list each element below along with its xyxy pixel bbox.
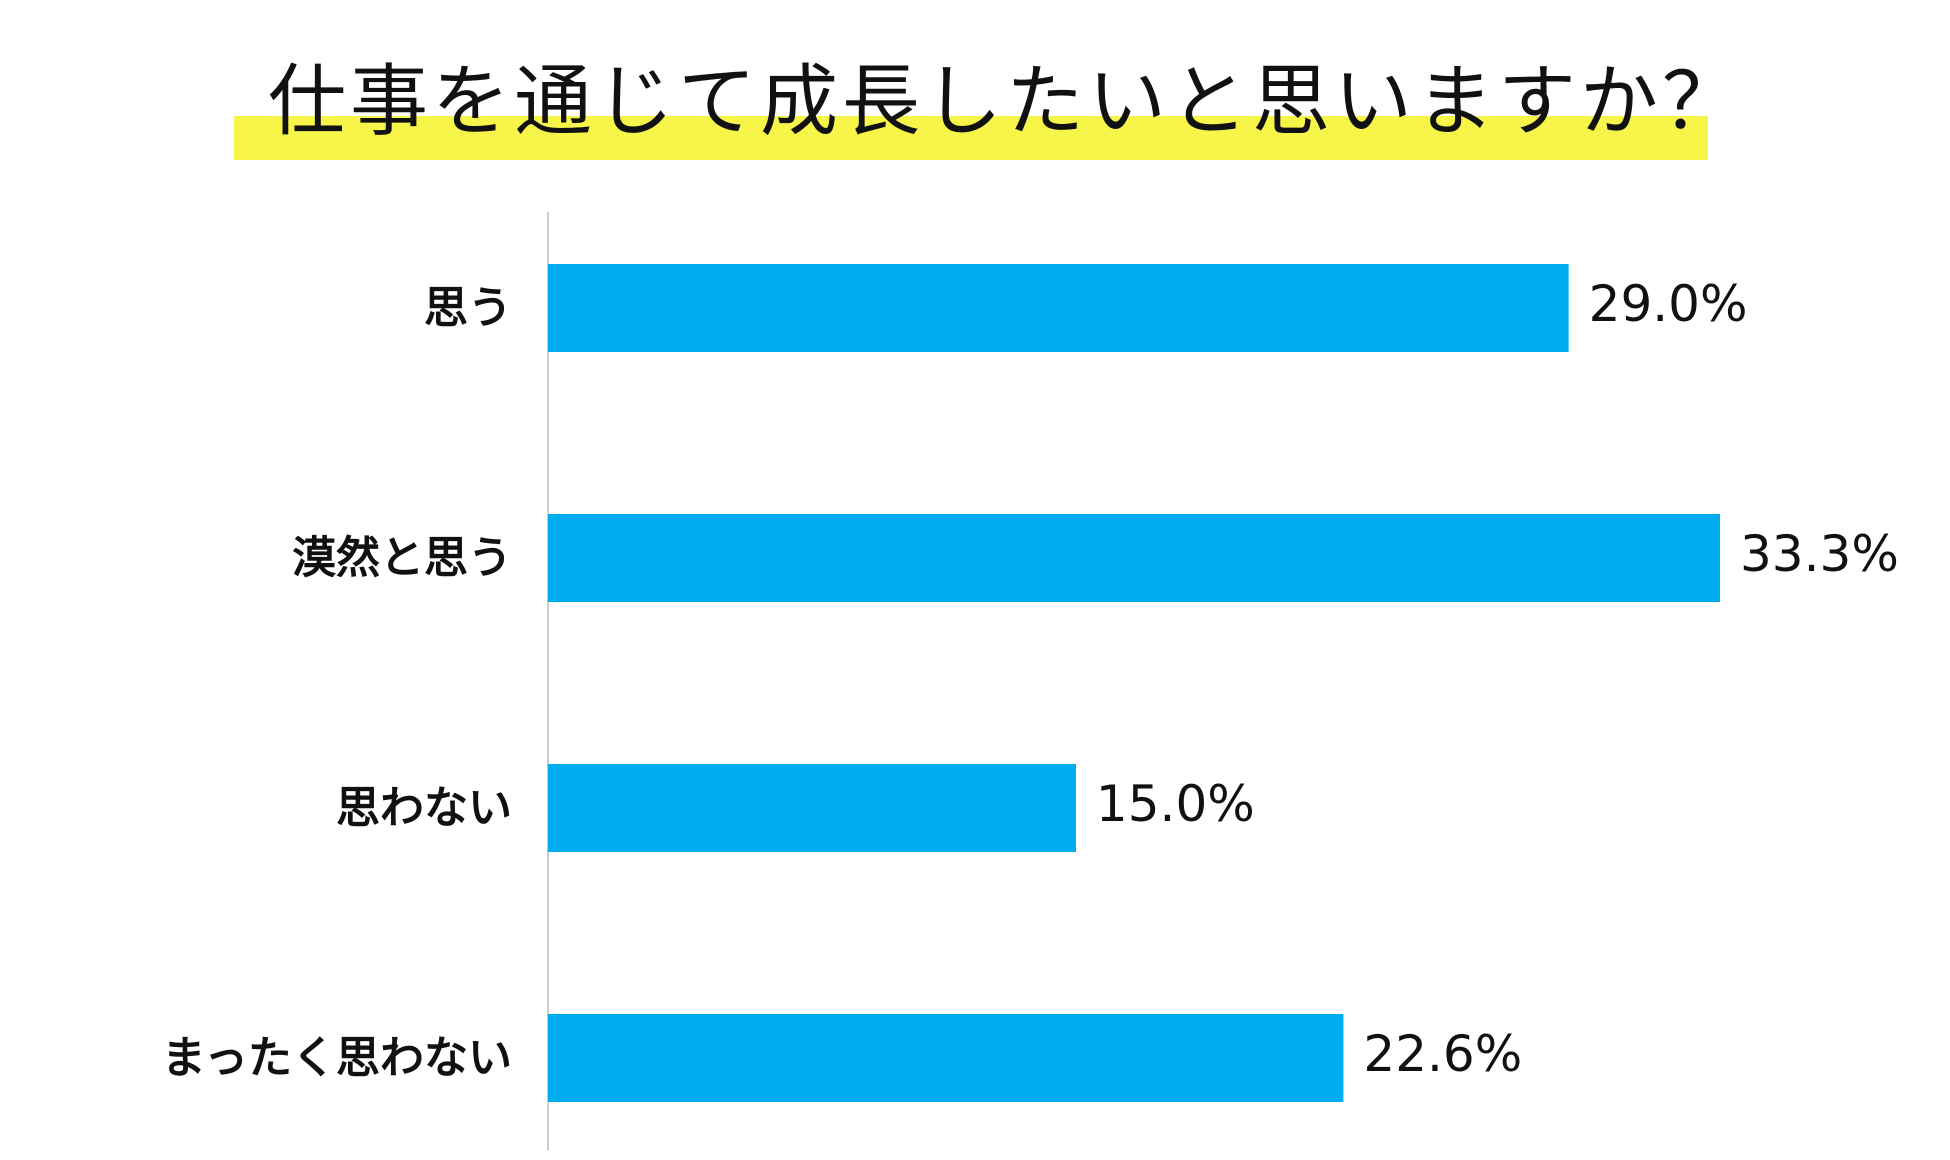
title-highlight xyxy=(234,116,1708,160)
bar-0 xyxy=(548,264,1569,352)
category-label-2: 思わない xyxy=(336,783,512,834)
category-label-0: 思う xyxy=(424,283,512,334)
bar-2 xyxy=(548,764,1076,852)
chart-title: 仕事を通じて成長したいと思いますか？ xyxy=(268,57,1745,147)
value-label-2: 15.0% xyxy=(1096,775,1255,833)
value-label-1: 33.3% xyxy=(1740,525,1899,583)
category-label-3: まったく思わない xyxy=(162,1033,512,1084)
value-label-0: 29.0% xyxy=(1589,275,1748,333)
bar-3 xyxy=(548,1014,1344,1102)
value-label-3: 22.6% xyxy=(1363,1025,1522,1083)
bar-1 xyxy=(548,514,1720,602)
category-label-1: 漠然と思う xyxy=(292,533,512,584)
